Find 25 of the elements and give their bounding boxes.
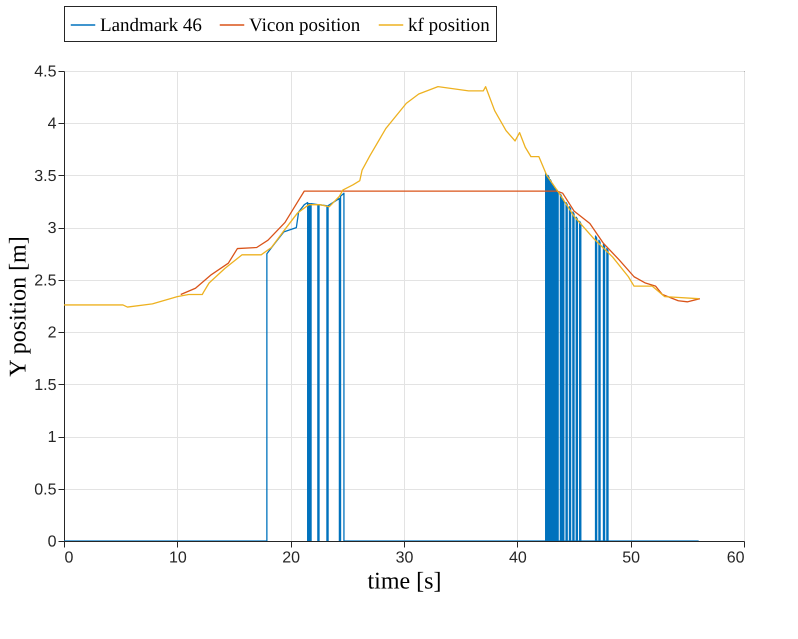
legend-label: Landmark 46 [100,15,202,36]
x-tick-label: 0 [64,550,74,566]
y-tick-label: 2 [48,324,57,342]
y-tick-label: 4 [48,116,57,133]
y-tick-label: 0.5 [34,481,57,498]
x-tick-label: 40 [508,550,527,566]
y-tick-label: 1 [48,429,57,446]
line-series [64,172,700,541]
x-axis-title: time [s] [368,568,442,594]
legend-label: Vicon position [249,15,361,36]
line-series [64,86,700,308]
x-tick-label: 60 [726,550,745,566]
x-tick-label: 30 [396,550,414,566]
x-tick-label: 10 [168,550,187,566]
x-tick-label: 20 [282,550,300,566]
legend-label: kf position [408,15,490,36]
y-tick-label: 2.5 [34,272,57,290]
y-tick-label: 1.5 [34,376,57,394]
y-tick-label: 3 [48,220,57,238]
y-tick-label: 4.5 [34,64,57,80]
y-axis-title: Y position [m] [5,236,32,377]
y-tick-label: 0 [48,534,57,550]
line-series [180,190,700,302]
x-tick-label: 50 [622,550,640,566]
y-tick-label: 3.5 [34,168,57,185]
